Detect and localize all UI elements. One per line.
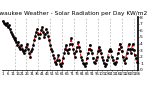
Title: Milwaukee Weather - Solar Radiation per Day KW/m2: Milwaukee Weather - Solar Radiation per …	[0, 11, 148, 16]
